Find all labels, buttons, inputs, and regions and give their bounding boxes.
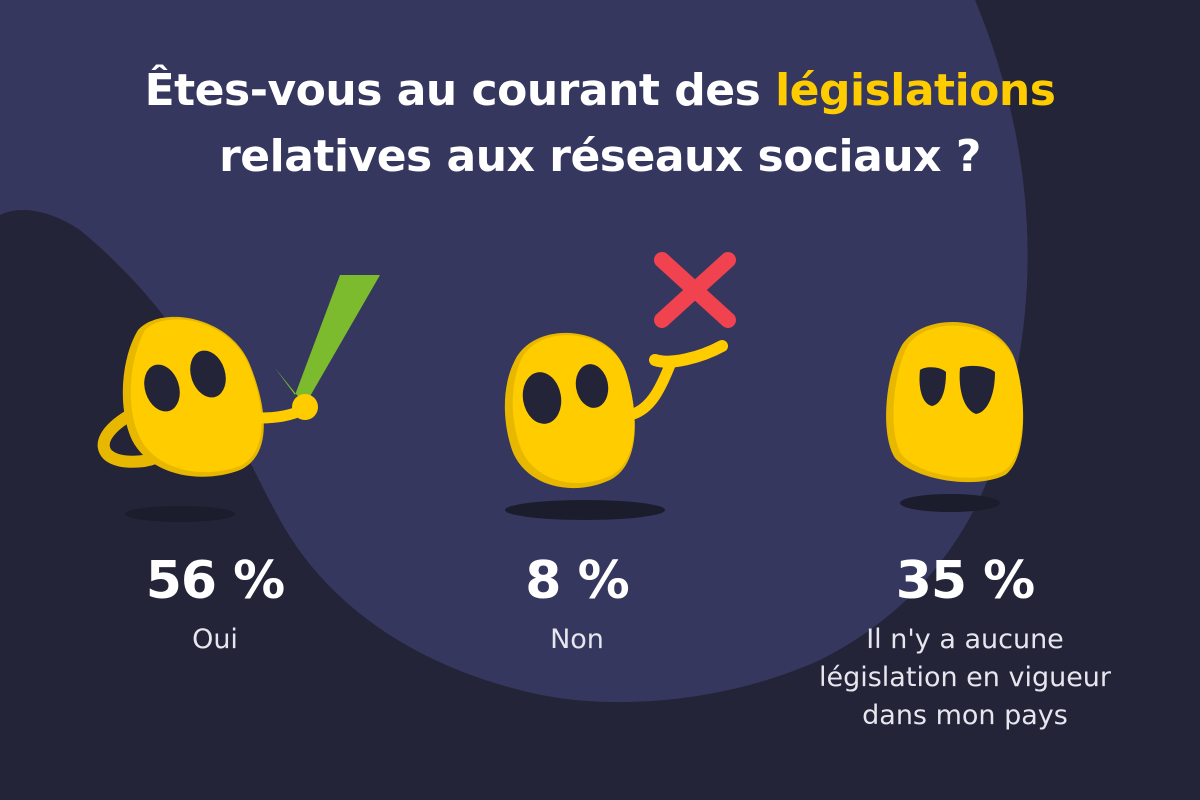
- ghost-check-icon: [97, 275, 380, 522]
- title-text-part1: Êtes-vous au courant des: [144, 65, 776, 116]
- stat-label: Oui: [192, 624, 238, 655]
- stat-no: 8 % Non: [417, 545, 737, 659]
- stat-no-legislation: 35 % Il n'y a aucune législation en vigu…: [805, 545, 1125, 735]
- ghost-skeptical-icon: [886, 322, 1024, 512]
- stat-yes: 56 % Oui: [55, 545, 375, 659]
- stat-label: Non: [550, 624, 604, 655]
- title-text-part2: relatives aux réseaux sociaux ?: [219, 131, 981, 182]
- stat-label: Il n'y a aucune législation en vigueur d…: [818, 624, 1112, 731]
- stat-percent: 8 %: [525, 551, 629, 611]
- stat-percent: 35 %: [895, 551, 1036, 611]
- ghost-cross-icon: [504, 252, 736, 520]
- stat-percent: 56 %: [145, 551, 286, 611]
- title-highlight: législations: [775, 65, 1056, 116]
- page-title: Êtes-vous au courant des législations re…: [0, 58, 1200, 190]
